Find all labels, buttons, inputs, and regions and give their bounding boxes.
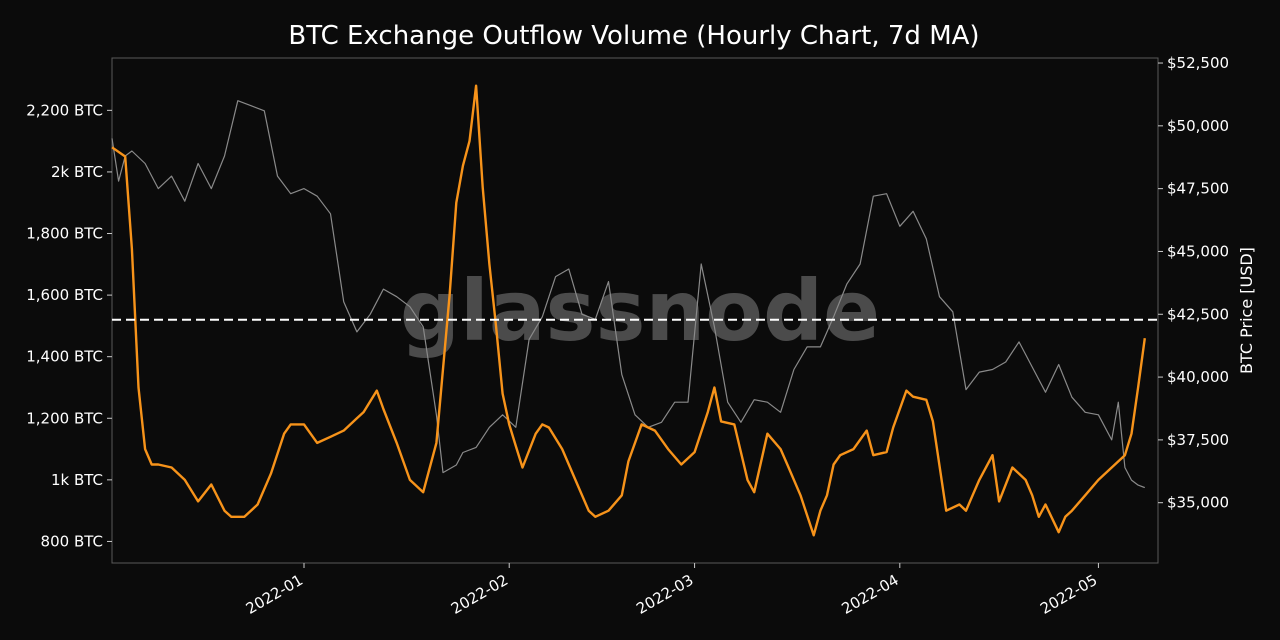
outflow-volume-line xyxy=(111,84,1146,537)
x-tick-label: 2022-03 xyxy=(633,571,696,618)
x-tick-label: 2022-01 xyxy=(243,571,306,618)
right-tick-label: $40,000 xyxy=(1167,368,1229,386)
right-tick-label: $45,000 xyxy=(1167,242,1229,260)
watermark-text: glassnode xyxy=(400,262,880,360)
right-tick-label: $35,000 xyxy=(1167,494,1229,512)
x-tick-label: 2022-05 xyxy=(1037,571,1100,618)
left-tick-label: 1k BTC xyxy=(51,471,103,489)
left-tick-label: 2,200 BTC xyxy=(26,101,103,119)
right-tick-label: $52,500 xyxy=(1167,54,1229,72)
x-tick-label: 2022-02 xyxy=(448,571,511,618)
left-tick-label: 1,400 BTC xyxy=(26,348,103,366)
left-tick-label: 1,600 BTC xyxy=(26,286,103,304)
left-tick-label: 2k BTC xyxy=(51,163,103,181)
x-tick-label: 2022-04 xyxy=(839,571,902,618)
left-tick-label: 1,200 BTC xyxy=(26,409,103,427)
chart-title: BTC Exchange Outflow Volume (Hourly Char… xyxy=(288,21,979,51)
left-tick-label: 800 BTC xyxy=(41,532,103,550)
btc-price-line xyxy=(111,100,1146,489)
right-tick-label: $37,500 xyxy=(1167,431,1229,449)
right-axis-label: BTC Price [USD] xyxy=(1237,247,1256,374)
right-tick-label: $47,500 xyxy=(1167,180,1229,198)
right-tick-label: $42,500 xyxy=(1167,305,1229,323)
left-tick-label: 1,800 BTC xyxy=(26,225,103,243)
right-tick-label: $50,000 xyxy=(1167,117,1229,135)
plot-frame xyxy=(111,57,1159,564)
